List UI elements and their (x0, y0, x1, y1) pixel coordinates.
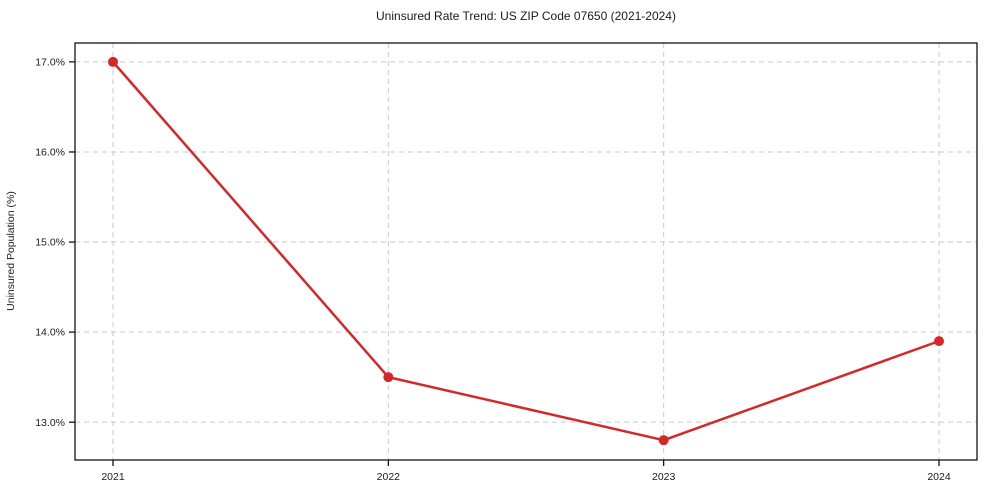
y-tick-label: 17.0% (35, 57, 65, 69)
data-point (108, 56, 118, 67)
y-tick-label: 16.0% (35, 147, 65, 159)
data-point (383, 372, 394, 383)
data-series (108, 56, 944, 446)
grid-lines (75, 43, 977, 460)
axes: 13.0% 14.0% 15.0% 16.0% 17.0% 2021 2022 2023 202… (35, 42, 978, 483)
y-tick-label: 13.0% (35, 417, 65, 429)
x-tick-label: 2022 (377, 471, 401, 483)
y-tick-label: 15.0% (35, 237, 65, 249)
data-point (934, 336, 944, 347)
chart-title: Uninsured Rate Trend: US ZIP Code 07650 … (376, 9, 676, 23)
x-tick-label: 2021 (101, 471, 125, 483)
x-tick-label: 2023 (652, 471, 676, 483)
data-point (658, 435, 669, 446)
x-tick-label: 2024 (927, 471, 951, 483)
plot-border (74, 42, 978, 461)
y-axis-label: Uninsured Population (%) (5, 191, 17, 311)
trend-line (111, 60, 941, 442)
y-tick-label: 14.0% (35, 327, 65, 339)
